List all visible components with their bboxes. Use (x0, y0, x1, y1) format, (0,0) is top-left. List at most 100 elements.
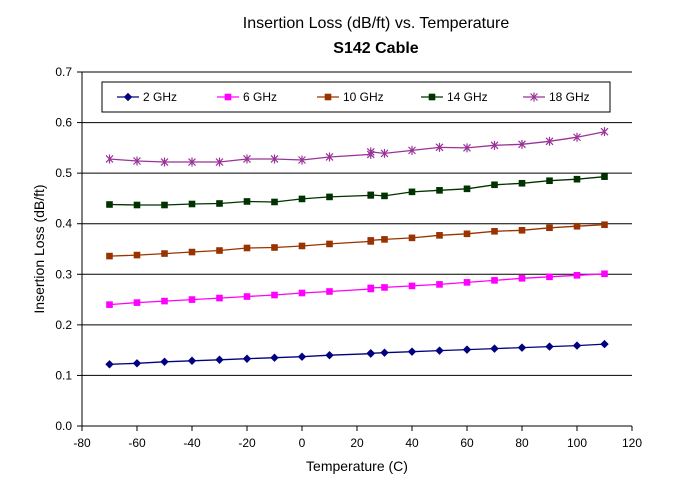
y-tick-label: 0.4 (55, 217, 72, 231)
data-point-2-ghz (242, 354, 252, 363)
gridlines (82, 71, 632, 376)
y-tick-label: 0.0 (55, 419, 72, 433)
x-tick-label: 20 (350, 436, 364, 450)
data-point-18-ghz (463, 143, 471, 153)
legend-marker (428, 93, 436, 101)
data-point-14-ghz (216, 200, 223, 207)
legend-label: 2 GHz (143, 90, 177, 104)
data-point-14-ghz (106, 201, 113, 208)
data-point-14-ghz (436, 187, 443, 194)
data-point-18-ghz (188, 157, 196, 167)
data-point-2-ghz (380, 348, 389, 357)
data-point-10-ghz (106, 252, 113, 260)
data-point-2-ghz (435, 346, 444, 355)
data-point-6-ghz (546, 273, 553, 281)
data-point-18-ghz (133, 156, 141, 166)
chart-subtitle: S142 Cable (333, 40, 418, 57)
y-tick-label: 0.6 (55, 116, 72, 130)
data-point-2-ghz (325, 350, 334, 360)
y-tick-label: 0.5 (55, 166, 72, 180)
legend-item-2-ghz: 2 GHz (117, 90, 177, 104)
data-point-2-ghz (545, 342, 554, 351)
data-point-6-ghz (216, 294, 223, 302)
data-point-18-ghz (518, 139, 526, 149)
data-point-10-ghz (436, 232, 443, 239)
series-6-ghz (106, 270, 608, 308)
data-point-10-ghz (298, 242, 306, 250)
data-point-10-ghz (601, 221, 608, 229)
data-point-18-ghz (490, 140, 499, 150)
data-point-2-ghz (572, 341, 582, 350)
x-tick-label: 80 (515, 436, 529, 450)
data-point-14-ghz (298, 195, 306, 203)
legend-item-10-ghz: 10 GHz (317, 90, 384, 104)
data-point-2-ghz (407, 347, 417, 356)
data-point-14-ghz (243, 198, 251, 205)
data-point-2-ghz (160, 357, 169, 366)
data-point-14-ghz (133, 201, 141, 209)
data-point-10-ghz (546, 224, 553, 232)
data-point-10-ghz (367, 237, 375, 244)
legend-label: 18 GHz (549, 90, 590, 104)
data-point-18-ghz (160, 157, 169, 167)
y-tick-label: 0.3 (55, 267, 72, 281)
x-tick-label: -20 (238, 436, 256, 450)
data-point-2-ghz (366, 348, 375, 358)
data-point-18-ghz (215, 157, 224, 167)
data-point-18-ghz (298, 155, 306, 165)
data-point-6-ghz (271, 291, 278, 299)
y-axis-ticks: 0.0 0.1 0.2 0.3 0.4 0.5 0.6 0.7 (55, 65, 82, 433)
data-point-6-ghz (381, 284, 388, 291)
plot-area (82, 72, 632, 426)
series-layer (105, 127, 609, 369)
legend-marker (324, 93, 332, 101)
data-point-2-ghz (600, 339, 609, 349)
data-point-14-ghz (408, 188, 416, 196)
data-point-2-ghz (187, 356, 197, 365)
data-point-6-ghz (188, 296, 196, 303)
data-point-14-ghz (463, 185, 471, 193)
data-point-18-ghz (545, 136, 554, 146)
legend-item-14-ghz: 14 GHz (421, 90, 488, 104)
data-point-6-ghz (408, 282, 416, 290)
data-point-14-ghz (381, 192, 388, 200)
x-tick-label: -80 (73, 436, 91, 450)
data-point-14-ghz (271, 198, 278, 206)
legend-marker (123, 92, 133, 102)
data-point-14-ghz (546, 177, 553, 185)
data-point-14-ghz (326, 193, 333, 201)
data-point-2-ghz (297, 352, 307, 361)
legend-marker (224, 93, 232, 101)
data-point-10-ghz (381, 236, 388, 243)
data-point-14-ghz (518, 179, 526, 187)
data-point-18-ghz (105, 154, 114, 164)
data-point-2-ghz (215, 355, 224, 364)
x-tick-label: -40 (183, 436, 201, 450)
x-tick-label: 100 (567, 436, 587, 450)
data-point-10-ghz (243, 244, 251, 252)
x-tick-label: 40 (405, 436, 419, 450)
data-point-2-ghz (517, 343, 527, 352)
data-point-14-ghz (491, 181, 498, 189)
data-point-10-ghz (188, 248, 196, 256)
y-tick-label: 0.2 (55, 318, 72, 332)
data-point-6-ghz (106, 301, 113, 308)
data-point-14-ghz (573, 175, 581, 183)
series-10-ghz (106, 221, 608, 260)
data-point-6-ghz (436, 281, 443, 288)
data-point-18-ghz (408, 145, 416, 155)
x-tick-label: -60 (128, 436, 146, 450)
data-point-14-ghz (188, 200, 196, 208)
data-point-10-ghz (491, 228, 498, 235)
data-point-10-ghz (408, 234, 416, 242)
data-point-2-ghz (490, 344, 499, 353)
x-tick-label: 0 (299, 436, 306, 450)
legend-label: 10 GHz (343, 90, 384, 104)
legend-item-18-ghz: 18 GHz (523, 90, 590, 104)
data-point-2-ghz (462, 345, 472, 354)
data-point-10-ghz (216, 247, 223, 254)
data-point-6-ghz (601, 270, 608, 278)
data-point-14-ghz (601, 173, 608, 180)
data-point-10-ghz (518, 226, 526, 234)
